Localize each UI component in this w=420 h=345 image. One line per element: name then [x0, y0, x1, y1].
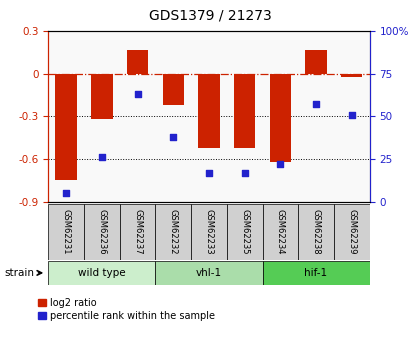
Text: GSM62233: GSM62233 — [205, 209, 213, 255]
Bar — [84, 204, 120, 260]
Text: GSM62234: GSM62234 — [276, 209, 285, 255]
Bar — [305, 50, 327, 74]
Point — [312, 102, 319, 107]
Bar — [341, 74, 362, 77]
Text: GSM62231: GSM62231 — [62, 209, 71, 255]
Bar — [155, 204, 191, 260]
Point — [134, 91, 141, 97]
Text: GSM62237: GSM62237 — [133, 209, 142, 255]
Text: GSM62238: GSM62238 — [312, 209, 320, 255]
Bar — [120, 204, 155, 260]
Bar — [198, 74, 220, 148]
Point — [63, 190, 70, 196]
Point — [349, 112, 355, 118]
Text: wild type: wild type — [78, 268, 126, 278]
Point — [98, 155, 105, 160]
Bar — [270, 74, 291, 162]
Text: GSM62232: GSM62232 — [169, 209, 178, 255]
Bar — [191, 204, 227, 260]
Bar — [298, 204, 334, 260]
Text: strain: strain — [4, 268, 34, 278]
Point — [241, 170, 248, 176]
Text: GSM62235: GSM62235 — [240, 209, 249, 255]
Bar — [234, 74, 255, 148]
Text: GSM62239: GSM62239 — [347, 209, 356, 255]
Bar — [48, 261, 155, 285]
Point — [170, 134, 177, 140]
Text: GSM62236: GSM62236 — [97, 209, 106, 255]
Bar — [55, 74, 77, 180]
Text: vhl-1: vhl-1 — [196, 268, 222, 278]
Bar — [48, 204, 84, 260]
Text: GDS1379 / 21273: GDS1379 / 21273 — [149, 9, 271, 23]
Point — [206, 170, 212, 176]
Point — [277, 161, 284, 167]
Bar — [262, 204, 298, 260]
Text: hif-1: hif-1 — [304, 268, 328, 278]
Bar — [91, 74, 113, 119]
Bar — [155, 261, 262, 285]
Bar — [334, 204, 370, 260]
Legend: log2 ratio, percentile rank within the sample: log2 ratio, percentile rank within the s… — [39, 298, 215, 321]
Bar — [163, 74, 184, 105]
Bar — [127, 50, 148, 74]
Bar — [227, 204, 262, 260]
Bar — [262, 261, 370, 285]
